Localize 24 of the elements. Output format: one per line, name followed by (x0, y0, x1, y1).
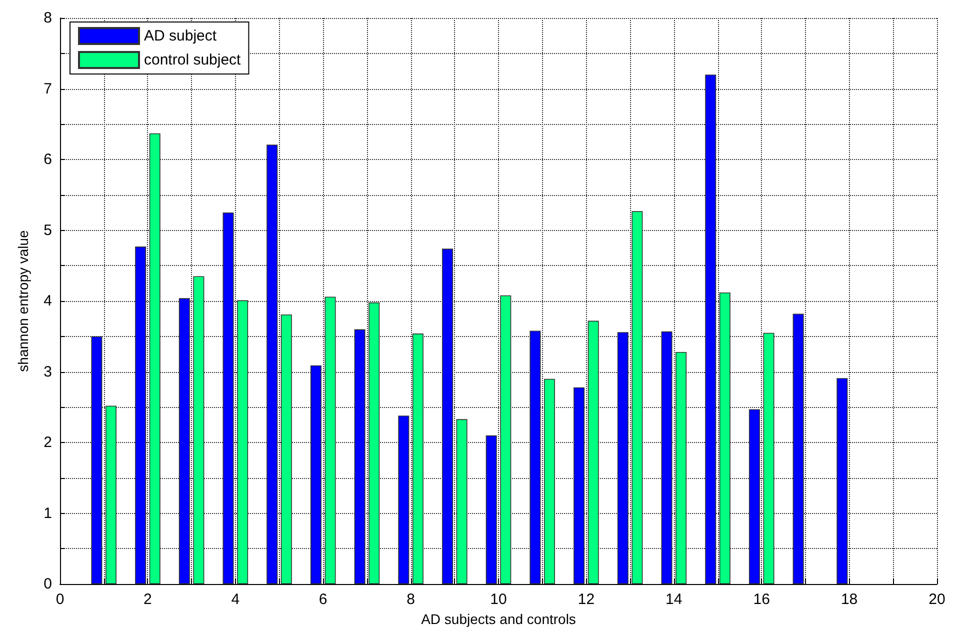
x-tick-label: 0 (56, 591, 64, 608)
legend-label: control subject (144, 52, 242, 68)
y-tick-label: 1 (44, 504, 52, 522)
x-tick-label: 4 (231, 591, 240, 608)
y-tick-label: 0 (44, 576, 52, 592)
y-tick-label: 5 (44, 222, 52, 239)
y-tick-label: 6 (44, 151, 52, 168)
y-axis-title: shannon entropy value (15, 230, 31, 372)
y-tick-label: 7 (44, 80, 52, 98)
x-tick-label: 12 (578, 591, 595, 608)
y-tick-label: 3 (44, 363, 52, 380)
y-tick-label: 4 (44, 292, 52, 310)
x-tick-label: 18 (840, 591, 858, 608)
x-tick-label: 20 (928, 591, 946, 608)
x-tick-label: 8 (406, 591, 415, 608)
legend-label: AD subject (144, 28, 218, 44)
x-tick-label: 16 (753, 591, 770, 608)
x-tick-label: 10 (490, 591, 507, 608)
x-tick-label: 6 (318, 591, 328, 608)
x-tick-label: 14 (666, 591, 682, 608)
y-tick-label: 8 (44, 10, 52, 26)
y-tick-label: 2 (44, 434, 52, 451)
x-tick-label: 2 (144, 591, 152, 608)
x-axis-title: AD subjects and controls (421, 611, 576, 627)
